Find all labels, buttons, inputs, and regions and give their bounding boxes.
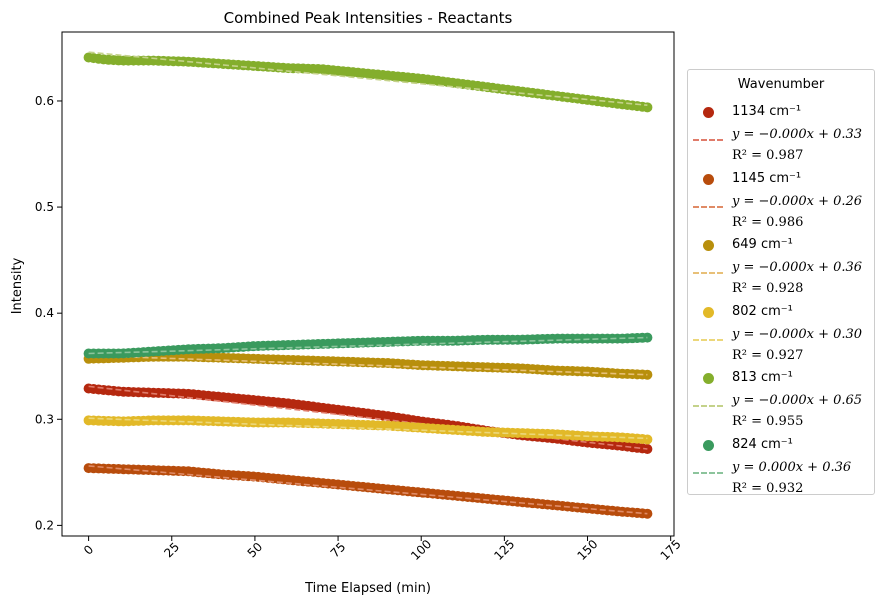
x-tick-label: 75 — [328, 540, 349, 561]
legend-entry: 649 cm⁻¹ y = −0.000x + 0.36 R² = 0.928 — [688, 227, 874, 296]
legend-marker — [703, 173, 714, 185]
legend-fit-equation: y = −0.000x + 0.36 — [732, 260, 863, 275]
legend-r2: R² = 0.987 — [732, 148, 804, 163]
series — [83, 332, 653, 359]
legend-entry: 824 cm⁻¹ y = 0.000x + 0.36 R² = 0.932 — [688, 427, 874, 496]
legend-fit-line — [693, 471, 723, 474]
legend-r2: R² = 0.932 — [732, 480, 804, 496]
legend-r2: R² = 0.928 — [732, 281, 804, 296]
x-axis-label: Time Elapsed (min) — [304, 581, 431, 596]
legend-r2: R² = 0.927 — [732, 347, 804, 363]
series — [83, 463, 653, 519]
legend-fit-line — [693, 405, 723, 407]
data-point — [642, 102, 653, 113]
x-tick-label: 175 — [658, 537, 684, 563]
fit-line — [88, 354, 648, 376]
y-tick-label: 0.6 — [35, 94, 54, 108]
legend-label: 813 cm⁻¹ — [732, 370, 793, 385]
legend-label: 824 cm⁻¹ — [732, 436, 793, 452]
legend-entry: 1145 cm⁻¹ y = −0.000x + 0.26 R² = 0.986 — [688, 161, 874, 230]
series — [83, 415, 653, 445]
x-tick-label: 0 — [81, 542, 96, 557]
legend-label: 1145 cm⁻¹ — [732, 170, 802, 186]
y-tick-label: 0.3 — [35, 412, 54, 426]
legend-fit-line — [693, 205, 723, 208]
y-tick-label: 0.5 — [35, 200, 54, 214]
legend-fit-line — [693, 139, 723, 141]
x-tick-label: 100 — [408, 537, 434, 563]
legend-fit-equation: y = −0.000x + 0.30 — [732, 326, 863, 342]
data-point — [642, 434, 653, 445]
legend-fit-line — [693, 338, 723, 341]
y-tick-label: 0.4 — [35, 306, 54, 320]
legend-label: 649 cm⁻¹ — [732, 237, 793, 252]
chart-title: Combined Peak Intensities - Reactants — [224, 9, 513, 27]
legend-marker — [703, 439, 714, 451]
plot-frame — [61, 31, 675, 537]
legend-fit-equation: y = −0.000x + 0.65 — [732, 393, 863, 408]
legend: Wavenumber 1134 cm⁻¹ y = −0.000x + 0.33 R²… — [687, 69, 875, 496]
legend-entry: 1134 cm⁻¹ y = −0.000x + 0.33 R² = 0.987 — [688, 94, 874, 163]
y-tick-label: 0.2 — [35, 518, 54, 532]
x-tick-label: 125 — [491, 537, 517, 563]
fit-line — [88, 51, 648, 107]
plot-area — [83, 51, 653, 519]
legend-fit-equation: y = 0.000x + 0.36 — [732, 459, 852, 475]
y-axis: 0.2 0.3 0.4 0.5 0.6 — [35, 94, 62, 532]
series — [83, 351, 653, 380]
x-tick-label: 25 — [161, 540, 182, 561]
legend-marker — [703, 107, 714, 118]
legend-label: 802 cm⁻¹ — [732, 303, 793, 319]
legend-marker — [703, 373, 714, 384]
x-axis: 0 25 50 75 100 125 150 175 — [81, 536, 684, 563]
fit-line — [88, 465, 648, 515]
y-axis-label: Intensity — [10, 257, 25, 314]
legend-fit-equation: y = −0.000x + 0.33 — [732, 127, 863, 142]
legend-marker — [703, 240, 714, 251]
x-tick-label: 50 — [245, 540, 266, 561]
legend-fit-equation: y = −0.000x + 0.26 — [732, 193, 863, 209]
legend-entry: 802 cm⁻¹ y = −0.000x + 0.30 R² = 0.927 — [688, 294, 874, 363]
legend-marker — [703, 306, 714, 318]
legend-r2: R² = 0.986 — [732, 214, 804, 230]
fit-line — [88, 336, 648, 355]
legend-title: Wavenumber — [737, 77, 825, 92]
legend-r2: R² = 0.955 — [732, 414, 804, 429]
series — [83, 51, 653, 113]
x-tick-label: 150 — [574, 537, 600, 563]
fit-line — [88, 417, 648, 440]
legend-label: 1134 cm⁻¹ — [732, 104, 802, 119]
legend-entry: 813 cm⁻¹ y = −0.000x + 0.65 R² = 0.955 — [688, 360, 874, 429]
legend-fit-line — [693, 272, 723, 274]
